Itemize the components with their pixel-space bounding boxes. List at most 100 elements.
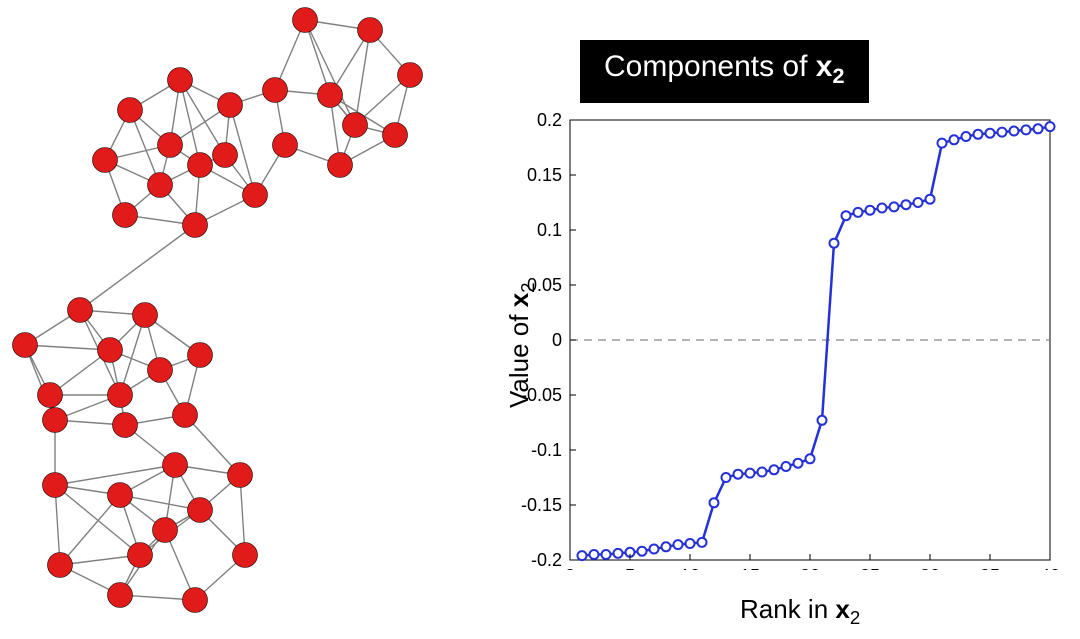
title-bold: x — [816, 50, 833, 83]
series-marker — [914, 198, 923, 207]
network-node — [188, 498, 213, 523]
network-node — [318, 83, 343, 108]
series-marker — [602, 550, 611, 559]
series-marker — [638, 547, 647, 556]
network-node — [168, 68, 193, 93]
x-tick-label: 10 — [680, 566, 700, 570]
series-marker — [830, 239, 839, 248]
ylabel-sub: 2 — [517, 282, 538, 292]
network-node — [128, 543, 153, 568]
x-tick-label: 35 — [980, 566, 1000, 570]
network-node — [398, 63, 423, 88]
series-marker — [842, 211, 851, 220]
series-marker — [962, 132, 971, 141]
series-marker — [662, 542, 671, 551]
network-node — [118, 98, 143, 123]
series-marker — [650, 545, 659, 554]
network-node — [133, 303, 158, 328]
network-node — [183, 213, 208, 238]
network-node — [328, 153, 353, 178]
series-marker — [770, 465, 779, 474]
x-tick-label: 20 — [800, 566, 820, 570]
network-node — [68, 298, 93, 323]
network-node — [218, 93, 243, 118]
series-marker — [986, 129, 995, 138]
network-node — [188, 343, 213, 368]
series-marker — [1022, 125, 1031, 134]
y-tick-label: -0.1 — [531, 440, 562, 460]
network-node — [153, 518, 178, 543]
y-tick-label: 0.15 — [527, 165, 562, 185]
network-edge — [180, 80, 200, 165]
y-axis-label: Value of x2 — [504, 282, 539, 408]
network-node — [263, 78, 288, 103]
xlabel-bold: x — [835, 594, 849, 624]
network-node — [188, 153, 213, 178]
series-marker — [1034, 124, 1043, 133]
xlabel-prefix: Rank in — [740, 594, 835, 624]
series-marker — [710, 498, 719, 507]
series-marker — [782, 462, 791, 471]
series-marker — [722, 473, 731, 482]
network-node — [48, 553, 73, 578]
y-tick-label: 0.1 — [537, 220, 562, 240]
series-marker — [818, 416, 827, 425]
chart-title: Components of x2 — [580, 40, 869, 103]
network-node — [93, 148, 118, 173]
series-marker — [974, 130, 983, 139]
title-sub: 2 — [832, 63, 844, 88]
series-marker — [950, 135, 959, 144]
x-tick-label: 25 — [860, 566, 880, 570]
network-node — [293, 8, 318, 33]
network-node — [43, 473, 68, 498]
figure-root: Components of x2 0 5 10 15 20 25 30 35 40 -0.2 -0.… — [0, 0, 1080, 639]
series-marker — [854, 208, 863, 217]
network-node — [43, 408, 68, 433]
series-marker — [878, 204, 887, 213]
network-node — [38, 383, 63, 408]
x-tick-label: 5 — [625, 566, 635, 570]
network-node — [343, 113, 368, 138]
chart-markers — [578, 122, 1055, 560]
series-marker — [902, 200, 911, 209]
line-chart: 0510152025303540-0.2-0.15-0.1-0.0500.050… — [500, 110, 1060, 570]
network-node — [158, 133, 183, 158]
ylabel-prefix: Value of — [504, 307, 534, 408]
network-node — [108, 383, 133, 408]
series-marker — [686, 539, 695, 548]
network-node — [148, 173, 173, 198]
network-node — [183, 588, 208, 613]
x-tick-label: 30 — [920, 566, 940, 570]
network-node — [163, 453, 188, 478]
network-node — [98, 338, 123, 363]
series-marker — [890, 202, 899, 211]
network-node — [228, 463, 253, 488]
series-marker — [674, 540, 683, 549]
network-node — [358, 18, 383, 43]
series-marker — [746, 469, 755, 478]
series-marker — [758, 468, 767, 477]
network-node — [113, 203, 138, 228]
series-marker — [698, 538, 707, 547]
x-axis-label: Rank in x2 — [740, 594, 860, 629]
y-tick-label: 0 — [552, 330, 562, 350]
xlabel-sub: 2 — [850, 607, 860, 628]
series-marker — [794, 459, 803, 468]
series-marker — [590, 550, 599, 559]
series-marker — [1046, 122, 1055, 131]
network-node — [108, 483, 133, 508]
network-node — [273, 133, 298, 158]
series-marker — [998, 128, 1007, 137]
network-graph — [0, 0, 430, 639]
network-node — [243, 183, 268, 208]
network-edge — [355, 30, 370, 125]
network-node — [108, 583, 133, 608]
series-line — [582, 127, 1050, 556]
series-marker — [1010, 127, 1019, 136]
network-node — [173, 403, 198, 428]
series-marker — [938, 139, 947, 148]
y-tick-label: -0.2 — [531, 550, 562, 570]
x-tick-label: 40 — [1040, 566, 1060, 570]
x-tick-label: 15 — [740, 566, 760, 570]
series-marker — [926, 195, 935, 204]
